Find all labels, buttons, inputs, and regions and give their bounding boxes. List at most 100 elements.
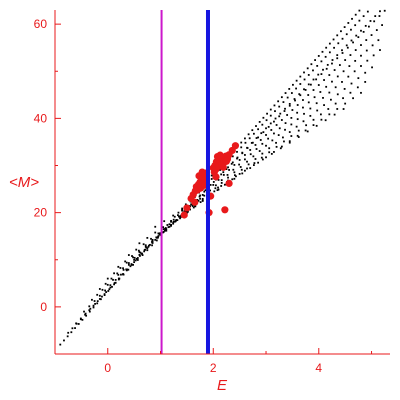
data-point xyxy=(295,79,298,82)
data-point xyxy=(249,167,252,169)
data-point xyxy=(320,60,323,63)
highlight-point xyxy=(180,211,188,219)
data-point xyxy=(290,123,293,126)
x-tick-label: 0 xyxy=(104,361,111,375)
data-point xyxy=(163,229,166,232)
data-point xyxy=(181,207,184,210)
data-point xyxy=(290,117,293,119)
data-point xyxy=(282,136,284,139)
data-point xyxy=(259,139,262,141)
y-axis-label: <M> xyxy=(9,174,39,191)
data-point xyxy=(167,226,170,229)
data-point xyxy=(162,231,165,233)
data-point xyxy=(343,26,346,28)
data-point xyxy=(325,67,328,70)
data-point xyxy=(341,37,344,40)
data-point xyxy=(270,129,273,131)
data-point xyxy=(127,268,130,271)
data-point xyxy=(298,93,301,96)
highlight-point xyxy=(191,198,199,206)
data-point xyxy=(295,125,298,128)
data-point xyxy=(261,123,264,126)
data-point xyxy=(307,94,310,96)
data-point xyxy=(317,73,320,76)
data-point xyxy=(213,190,216,193)
data-point xyxy=(280,96,283,99)
data-point xyxy=(288,131,291,133)
data-point xyxy=(175,218,178,221)
highlight-point xyxy=(221,206,229,214)
data-point xyxy=(328,51,331,54)
data-point xyxy=(209,184,212,186)
data-point xyxy=(260,132,263,135)
data-point xyxy=(268,151,271,154)
data-point xyxy=(350,28,352,31)
data-point xyxy=(172,218,175,221)
data-point xyxy=(262,131,265,134)
data-point xyxy=(158,233,161,236)
data-point xyxy=(79,317,82,320)
data-point xyxy=(251,129,254,132)
x-tick-label: 2 xyxy=(210,361,217,375)
y-tick-label: 0 xyxy=(40,300,47,314)
data-point xyxy=(360,65,362,67)
data-point xyxy=(181,209,184,211)
data-point xyxy=(364,24,367,27)
data-point xyxy=(254,144,257,146)
data-point xyxy=(312,69,314,72)
data-point xyxy=(98,294,101,297)
data-point xyxy=(347,22,350,24)
data-point xyxy=(231,161,234,164)
data-point xyxy=(127,254,130,256)
data-point xyxy=(319,113,322,116)
data-point xyxy=(192,206,195,209)
data-point xyxy=(172,221,175,224)
data-point xyxy=(369,20,372,22)
data-point xyxy=(368,25,370,28)
data-point xyxy=(142,243,145,246)
data-point xyxy=(354,24,357,27)
data-point xyxy=(303,71,305,74)
data-point xyxy=(117,277,120,280)
data-point xyxy=(106,283,109,286)
data-point xyxy=(217,186,219,189)
data-point xyxy=(306,67,309,70)
data-point xyxy=(131,255,133,257)
data-point xyxy=(96,300,99,303)
data-point xyxy=(179,217,181,220)
y-tick-label: 60 xyxy=(34,17,48,31)
highlight-point xyxy=(225,179,233,188)
data-point xyxy=(342,70,345,73)
data-point xyxy=(220,185,223,187)
data-point xyxy=(244,169,246,172)
data-point xyxy=(379,10,381,13)
data-point xyxy=(151,238,154,241)
data-point xyxy=(357,77,360,80)
data-point xyxy=(246,147,249,149)
data-point xyxy=(212,184,215,186)
data-point xyxy=(249,153,252,156)
data-point xyxy=(191,204,194,206)
data-point xyxy=(352,41,354,44)
data-point xyxy=(265,144,267,147)
data-point xyxy=(261,152,264,155)
data-point xyxy=(344,59,347,61)
data-point xyxy=(302,106,304,109)
data-point xyxy=(138,251,141,253)
data-point xyxy=(209,189,211,192)
data-point xyxy=(307,101,310,104)
data-point xyxy=(168,223,171,226)
data-point xyxy=(257,136,260,139)
data-point xyxy=(112,278,114,281)
data-point xyxy=(172,222,175,225)
data-point xyxy=(315,124,318,127)
data-point xyxy=(144,245,147,248)
data-point xyxy=(269,114,272,117)
data-point xyxy=(345,33,348,36)
data-point xyxy=(284,122,287,124)
data-point xyxy=(147,245,150,248)
data-point xyxy=(366,10,369,13)
data-point xyxy=(341,52,344,54)
data-point xyxy=(93,300,96,302)
data-point xyxy=(168,225,171,228)
